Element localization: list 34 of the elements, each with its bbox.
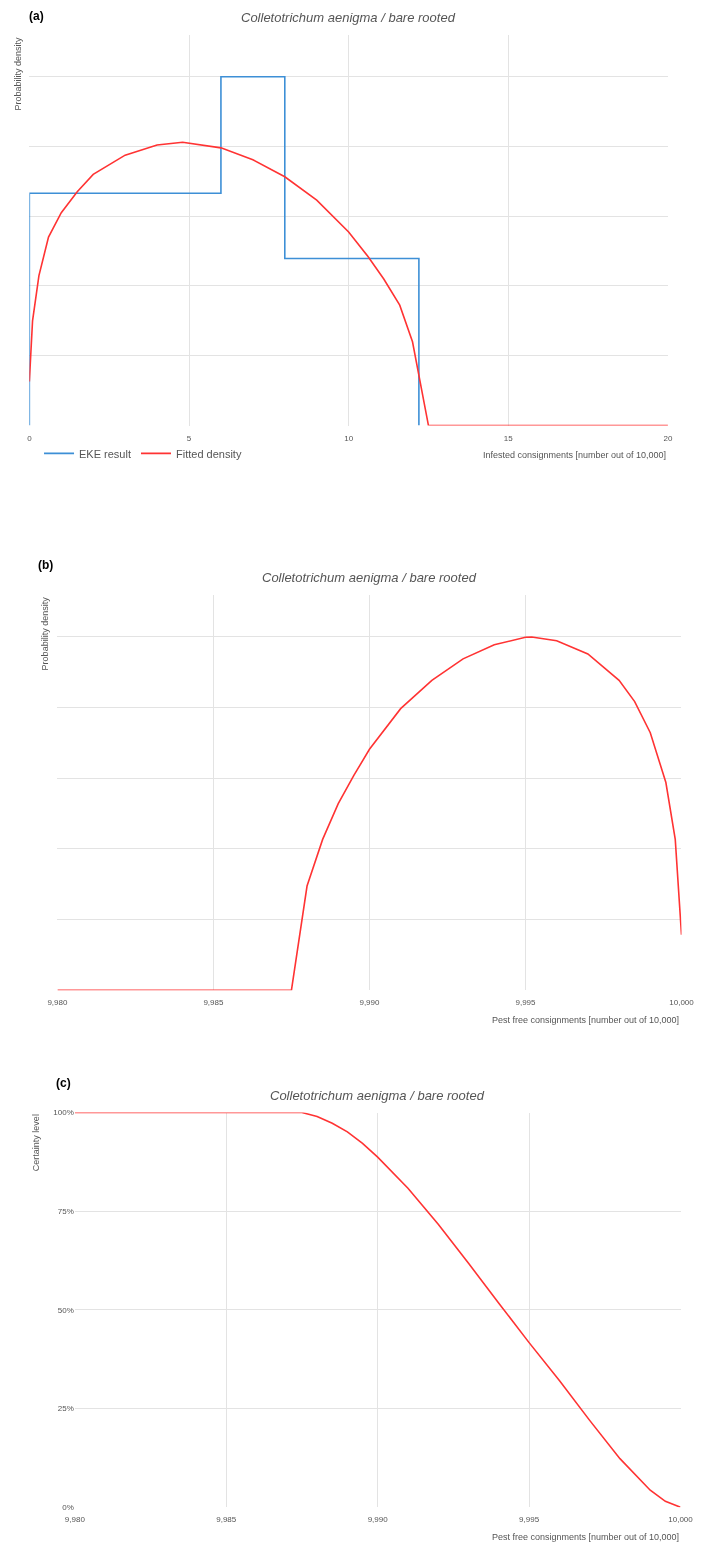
y-tick-label: 100%: [53, 1108, 74, 1118]
x-tick-label: 9,980: [47, 998, 68, 1008]
chart-subtitle: (a): [29, 9, 44, 23]
chart-title: Colletotrichum aenigma / bare rooted: [262, 570, 477, 585]
x-tick-label: 10,000: [668, 1515, 694, 1525]
y-tick-label: 75%: [57, 1206, 74, 1216]
x-axis-title: Infested consignments [number out of 10,000]: [483, 450, 667, 460]
x-tick-label: 10,000: [669, 998, 695, 1008]
y-tick-label: 25%: [57, 1404, 74, 1414]
y-axis-title: Certainty level: [31, 1114, 42, 1172]
x-tick-label: 9,980: [64, 1515, 86, 1525]
chart-subtitle: (c): [56, 1076, 71, 1090]
y-tick-label: 0%: [62, 1503, 74, 1513]
x-tick-label: 9,990: [367, 1515, 389, 1525]
x-tick-label: 15: [503, 433, 514, 443]
x-tick-label: 9,985: [216, 1515, 237, 1525]
x-tick-label: 10: [344, 433, 354, 443]
y-tick-label: 50%: [57, 1305, 74, 1315]
x-tick-label: 0: [27, 433, 33, 443]
legend-label: EKE result: [79, 447, 131, 460]
x-axis-title: Pest free consignments [number out of 10,000]: [492, 1532, 680, 1542]
x-axis-title: Pest free consignments [number out of 10,000]: [492, 1015, 680, 1025]
chart-title: Colletotrichum aenigma / bare rooted: [241, 10, 456, 25]
x-tick-label: 9,990: [359, 998, 381, 1008]
y-axis-title: Probability density: [12, 37, 23, 111]
x-tick-label: 20: [663, 433, 673, 443]
x-tick-label: 9,985: [203, 998, 224, 1008]
chart-title: Colletotrichum aenigma / bare rooted: [270, 1088, 485, 1103]
legend-label: Fitted density: [176, 447, 242, 460]
y-axis-title: Probability density: [40, 596, 51, 671]
chart-subtitle: (b): [38, 558, 54, 572]
x-tick-label: 9,995: [515, 998, 537, 1008]
x-tick-label: 9,995: [519, 1515, 540, 1525]
x-tick-label: 5: [186, 433, 192, 443]
